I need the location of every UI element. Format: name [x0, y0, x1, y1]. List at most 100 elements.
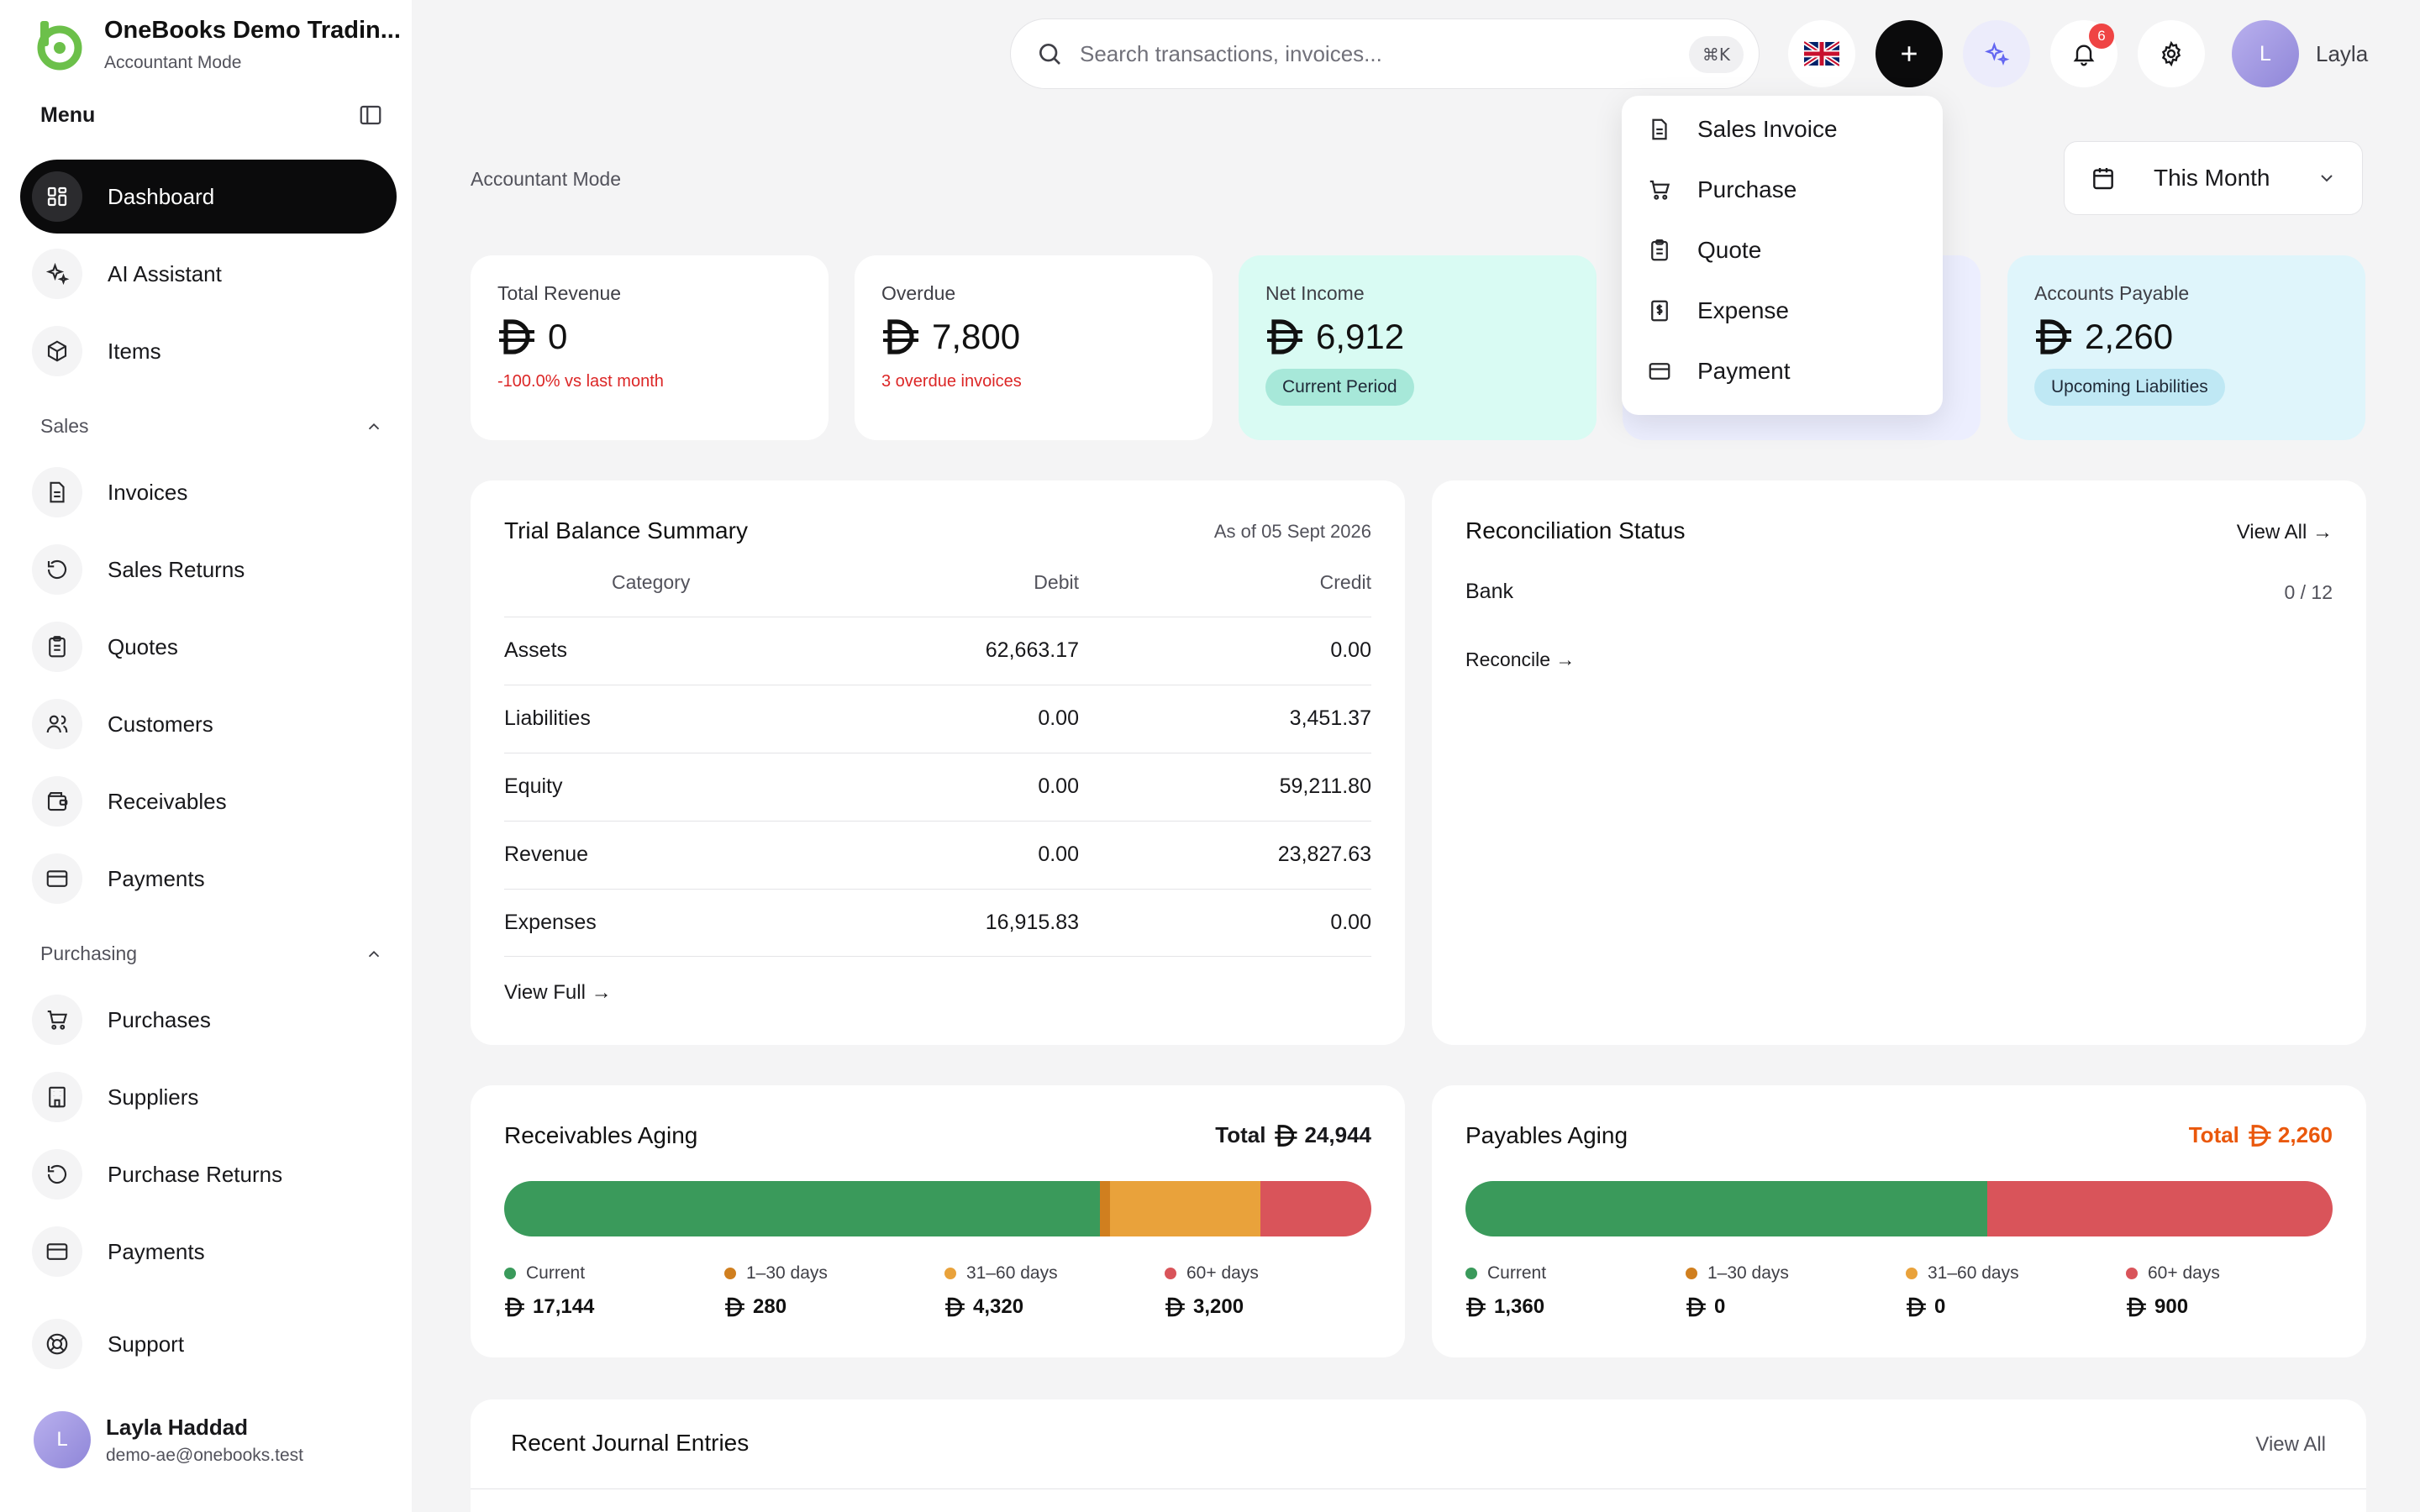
- table-row: Liabilities 0.00 3,451.37: [504, 685, 1371, 753]
- building-icon: [49, 1086, 66, 1108]
- sidebar-item-suppliers[interactable]: Suppliers: [20, 1060, 397, 1134]
- card-icon: [46, 1243, 68, 1260]
- cell-debit: 0.00: [1038, 843, 1079, 866]
- legend-amount: 3,200: [1193, 1295, 1244, 1318]
- menu-item-quote[interactable]: Quote: [1647, 237, 1761, 264]
- sidebar-item-items[interactable]: Items: [20, 314, 397, 388]
- legend-item: Current 17,144: [504, 1263, 594, 1319]
- period-select[interactable]: This Month: [2064, 141, 2363, 215]
- chevron-up-icon: [368, 950, 380, 957]
- menu-item-payment[interactable]: Payment: [1647, 358, 1791, 385]
- sidebar-item-quotes[interactable]: Quotes: [20, 610, 397, 684]
- view-all-link[interactable]: View All →: [2236, 521, 2333, 543]
- sidebar-toggle-icon[interactable]: [358, 102, 383, 128]
- cell-debit: 62,663.17: [985, 638, 1079, 662]
- dirham-icon: [883, 319, 918, 354]
- sidebar-item-label: Items: [108, 338, 161, 364]
- reconciliation-title: Reconciliation Status: [1465, 517, 1686, 543]
- cell-debit: 0.00: [1038, 774, 1079, 798]
- dirham-icon: [1686, 1297, 1706, 1317]
- sidebar-item-payments-purchasing[interactable]: Payments: [20, 1215, 397, 1289]
- dirham-icon: [1907, 1297, 1926, 1317]
- language-button[interactable]: [1788, 20, 1855, 87]
- aging-segment-60-plus: [1260, 1181, 1371, 1236]
- journal-view-all[interactable]: View All: [2255, 1433, 2326, 1456]
- cell-credit: 23,827.63: [1277, 843, 1371, 866]
- legend-amount: 0: [1934, 1295, 1946, 1318]
- brand[interactable]: OneBooks Demo Tradin... Accountant Mode: [32, 17, 401, 73]
- dirham-icon: [1466, 1297, 1486, 1317]
- journal-title: Recent Journal Entries: [511, 1430, 750, 1456]
- sidebar-item-ai-assistant[interactable]: AI Assistant: [20, 237, 397, 311]
- stat-total-revenue[interactable]: Total Revenue 0 -100.0% vs last month: [471, 255, 829, 440]
- sidebar-item-purchases[interactable]: Purchases: [20, 983, 397, 1057]
- view-full-link[interactable]: View Full →: [504, 981, 612, 1004]
- stat-net-income[interactable]: Net Income 6,912 Current Period: [1239, 255, 1597, 440]
- dirham-icon: [1165, 1297, 1185, 1317]
- menu-item-sales-invoice[interactable]: Sales Invoice: [1647, 116, 1838, 143]
- trial-balance-title: Trial Balance Summary: [504, 517, 748, 543]
- total-amount: 2,260: [2277, 1122, 2333, 1147]
- period-label: This Month: [2154, 165, 2270, 191]
- aging-segment-31-60: [1109, 1181, 1260, 1236]
- sidebar-item-label: Quotes: [108, 633, 178, 659]
- sidebar-item-support[interactable]: Support: [20, 1307, 397, 1381]
- cell-credit: 0.00: [1330, 911, 1371, 934]
- section-sales[interactable]: Sales: [40, 415, 383, 438]
- legend-dot: [2126, 1268, 2138, 1279]
- reconcile-link[interactable]: Reconcile →: [1465, 648, 1576, 670]
- sidebar-item-purchase-returns[interactable]: Purchase Returns: [20, 1137, 397, 1211]
- sidebar-item-receivables[interactable]: Receivables: [20, 764, 397, 838]
- sidebar-item-label: Dashboard: [108, 183, 215, 209]
- notification-badge: 6: [2089, 24, 2114, 49]
- aging-segment-60-plus: [1987, 1181, 2333, 1236]
- uk-flag-icon: [1804, 41, 1839, 66]
- sidebar-item-sales-returns[interactable]: Sales Returns: [20, 533, 397, 606]
- search-bar[interactable]: ⌘K: [1010, 18, 1760, 89]
- header-user-menu[interactable]: L Layla: [2232, 20, 2368, 87]
- section-purchasing[interactable]: Purchasing: [40, 942, 383, 965]
- cell-category: Liabilities: [504, 706, 591, 730]
- user-profile[interactable]: L Layla Haddad demo-ae@onebooks.test: [34, 1411, 303, 1468]
- lifebuoy-icon: [46, 1333, 68, 1355]
- legend-amount: 280: [753, 1295, 787, 1318]
- legend-dot: [944, 1268, 956, 1279]
- cell-debit: 0.00: [1038, 706, 1079, 730]
- journal-card: [471, 1399, 2366, 1512]
- menu-item-expense[interactable]: Expense: [1647, 297, 1789, 324]
- stat-accounts-payable[interactable]: Accounts Payable 2,260 Upcoming Liabilit…: [2007, 255, 2365, 440]
- sparkles-icon: [45, 262, 70, 286]
- dirham-icon: [725, 1297, 744, 1317]
- search-icon: [1039, 44, 1060, 65]
- legend-amount: 4,320: [973, 1295, 1024, 1318]
- table-row: Expenses 16,915.83 0.00: [504, 889, 1371, 957]
- create-new-button[interactable]: [1876, 20, 1943, 87]
- sidebar-item-payments-sales[interactable]: Payments: [20, 842, 397, 916]
- sidebar-item-customers[interactable]: Customers: [20, 687, 397, 761]
- plus-icon: [1902, 46, 1917, 61]
- legend-amount: 900: [2154, 1295, 2189, 1318]
- dirham-icon: [2249, 1124, 2271, 1147]
- payables-aging-bar: [1465, 1181, 2333, 1236]
- total-label: Total: [2188, 1122, 2239, 1147]
- settings-button[interactable]: [2138, 20, 2205, 87]
- table-row: Equity 0.00 59,211.80: [504, 753, 1371, 821]
- sidebar-item-invoices[interactable]: Invoices: [20, 455, 397, 529]
- cell-debit: 16,915.83: [985, 911, 1079, 934]
- notifications-button[interactable]: 6: [2050, 20, 2118, 87]
- sidebar-item-label: Customers: [108, 711, 213, 737]
- sidebar-item-dashboard[interactable]: Dashboard: [20, 160, 397, 234]
- reconciliation-card: [1432, 480, 2366, 1045]
- cell-category: Equity: [504, 774, 563, 798]
- stat-overdue[interactable]: Overdue 7,800 3 overdue invoices: [855, 255, 1213, 440]
- ai-button[interactable]: [1963, 20, 2030, 87]
- menu-item-purchase[interactable]: Purchase: [1647, 176, 1797, 203]
- cell-credit: 59,211.80: [1279, 774, 1371, 798]
- chevron-down-icon: [2321, 175, 2333, 182]
- dirham-icon: [945, 1297, 965, 1317]
- sidebar: OneBooks Demo Tradin... Accountant Mode …: [0, 0, 412, 1512]
- card-icon: [46, 870, 68, 887]
- search-shortcut: ⌘K: [1688, 36, 1744, 73]
- legend-item: 1–30 days 280: [724, 1263, 828, 1319]
- search-input[interactable]: [1080, 40, 1651, 67]
